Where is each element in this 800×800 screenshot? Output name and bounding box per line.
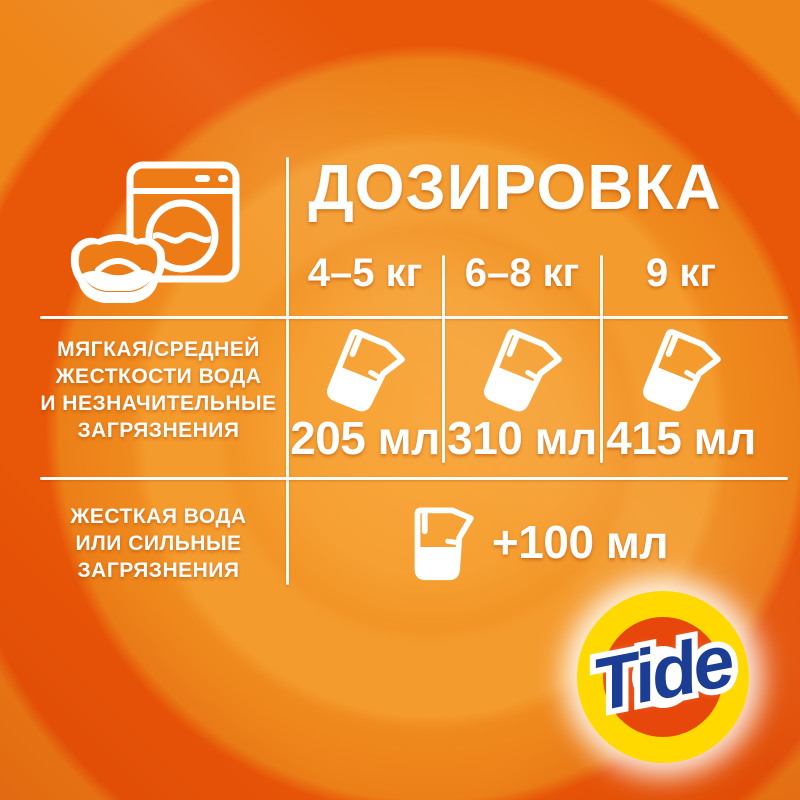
column-divider-1 xyxy=(442,255,445,463)
dose-cell-4-5kg: 205 мл xyxy=(287,326,443,462)
dose-value: 310 мл xyxy=(447,412,597,464)
row-horizontal-divider xyxy=(40,477,788,480)
page-title: ДОЗИРОВКА xyxy=(308,151,722,223)
row-label-line: ИЛИ СИЛЬНЫЕ xyxy=(75,532,242,555)
tide-logo-text: Tide xyxy=(586,618,739,727)
column-header-4-5kg: 4–5 кг xyxy=(307,251,423,295)
extra-dose-cell: +100 мл xyxy=(287,492,787,592)
column-header-6-8kg: 6–8 кг xyxy=(464,251,580,295)
row-label-line: ЖЕСТКАЯ ВОДА xyxy=(70,505,247,528)
dose-value: 415 мл xyxy=(606,412,756,464)
column-divider-2 xyxy=(600,255,603,463)
measuring-cup-icon xyxy=(327,329,405,412)
row-label-line: ЗАГРЯЗНЕНИЯ xyxy=(77,419,240,442)
tide-logo-yellow-circle xyxy=(577,591,749,763)
measuring-cup-icon xyxy=(484,329,562,412)
tide-logo-white-center xyxy=(632,646,694,708)
dose-cell-6-8kg: 310 мл xyxy=(443,326,601,462)
laundry-basin-icon xyxy=(70,234,166,303)
tide-logo: Tide Tide xyxy=(577,591,749,763)
row-label-hard-water: ЖЕСТКАЯ ВОДА ИЛИ СИЛЬНЫЕ ЗАГРЯЗНЕНИЯ xyxy=(30,503,287,584)
row-label-line: ЖЕСТКОСТИ ВОДА xyxy=(55,365,262,388)
row-label-line: МЯГКАЯ/СРЕДНЕЙ xyxy=(57,338,260,361)
extra-dose-value: +100 мл xyxy=(491,516,669,568)
row-label-line: И НЕЗНАЧИТЕЛЬНЫЕ xyxy=(40,392,277,415)
header-horizontal-divider xyxy=(40,316,788,319)
row-label-line: ЗАГРЯЗНЕНИЯ xyxy=(77,559,240,582)
main-vertical-divider xyxy=(286,157,289,585)
measuring-cup-icon xyxy=(414,507,474,581)
measuring-cup-icon xyxy=(643,329,721,412)
column-header-9kg: 9 кг xyxy=(645,251,717,295)
row-label-soft-water: МЯГКАЯ/СРЕДНЕЙ ЖЕСТКОСТИ ВОДА И НЕЗНАЧИТ… xyxy=(30,336,287,444)
dose-cell-9kg: 415 мл xyxy=(601,326,761,462)
dose-value: 205 мл xyxy=(290,412,440,464)
